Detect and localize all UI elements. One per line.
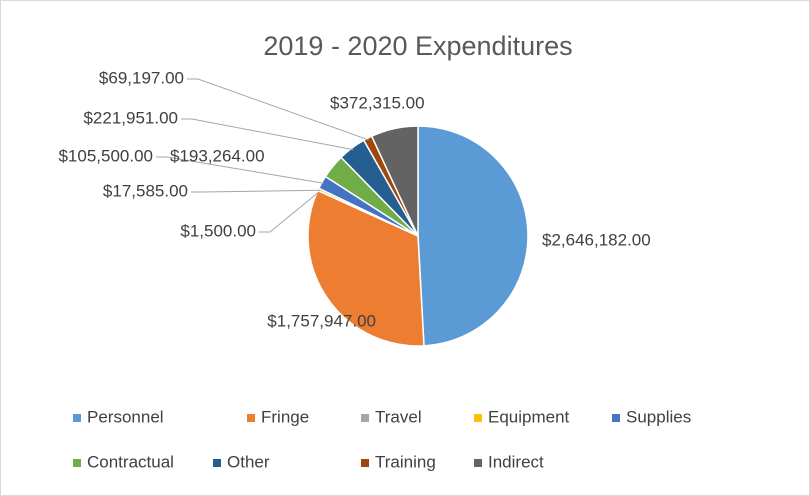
legend-label: Supplies (626, 407, 691, 426)
legend-marker (247, 414, 255, 422)
data-label: $1,500.00 (180, 221, 256, 240)
legend-marker (612, 414, 620, 422)
data-label: $372,315.00 (330, 93, 425, 112)
legend-label: Travel (375, 407, 422, 426)
legend-marker (213, 459, 221, 467)
legend-label: Contractual (87, 452, 174, 471)
chart-title: 2019 - 2020 Expenditures (263, 31, 572, 61)
legend-label: Indirect (488, 452, 544, 471)
legend-marker (361, 414, 369, 422)
data-label: $105,500.00 (58, 146, 153, 165)
legend-label: Training (375, 452, 436, 471)
data-label: $17,585.00 (103, 181, 188, 200)
leader-line (156, 156, 324, 184)
legend-label: Personnel (87, 407, 164, 426)
legend-label: Equipment (488, 407, 570, 426)
data-label: $1,757,947.00 (267, 311, 376, 330)
legend-label: Other (227, 452, 270, 471)
data-label: $69,197.00 (99, 68, 184, 87)
leader-line (181, 118, 354, 151)
pie-slice (307, 189, 425, 347)
legend-marker (73, 414, 81, 422)
leader-line (259, 190, 321, 233)
legend-marker (361, 459, 369, 467)
data-label: $193,264.00 (170, 146, 265, 165)
legend-marker (474, 414, 482, 422)
leader-line (187, 78, 369, 141)
pie-slice (370, 125, 419, 237)
data-label: $221,951.00 (83, 108, 178, 127)
legend-marker (73, 459, 81, 467)
legend-label: Fringe (261, 407, 309, 426)
data-label: $2,646,182.00 (542, 230, 651, 249)
legend-marker (474, 459, 482, 467)
leader-line (191, 189, 321, 193)
pie-slice (417, 125, 529, 347)
